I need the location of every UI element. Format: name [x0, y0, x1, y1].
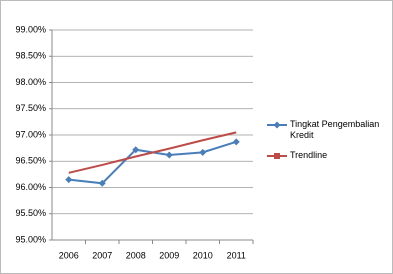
point-marker [199, 148, 207, 156]
x-tick-label: 2007 [92, 250, 112, 260]
y-tick-label: 97.00% [15, 129, 46, 139]
point-marker [98, 179, 106, 187]
x-tick-label: 2009 [159, 250, 179, 260]
x-tick-label: 2010 [193, 250, 213, 260]
x-tick-label: 2008 [126, 250, 146, 260]
point-marker [165, 151, 173, 159]
x-tick-label: 2011 [227, 250, 246, 260]
y-tick-label: 97.50% [15, 103, 46, 113]
y-tick-label: 96.00% [15, 182, 46, 192]
y-tick-label: 95.00% [15, 234, 46, 244]
point-marker [65, 176, 73, 184]
y-tick-label: 96.50% [15, 156, 46, 166]
x-tick-label: 2006 [59, 250, 79, 260]
legend-marker [273, 121, 281, 129]
legend-label: Tingkat Pengembalian Kredit [290, 119, 380, 140]
y-tick-label: 98.00% [15, 77, 46, 87]
series-line [68, 131, 237, 174]
y-tick-label: 99.00% [15, 24, 46, 34]
point-marker [232, 138, 240, 146]
legend-marker [274, 153, 280, 159]
y-tick-label: 95.50% [15, 208, 46, 218]
point-marker [132, 146, 140, 154]
y-tick-label: 98.50% [15, 51, 46, 61]
legend-label: Trendline [290, 150, 328, 160]
